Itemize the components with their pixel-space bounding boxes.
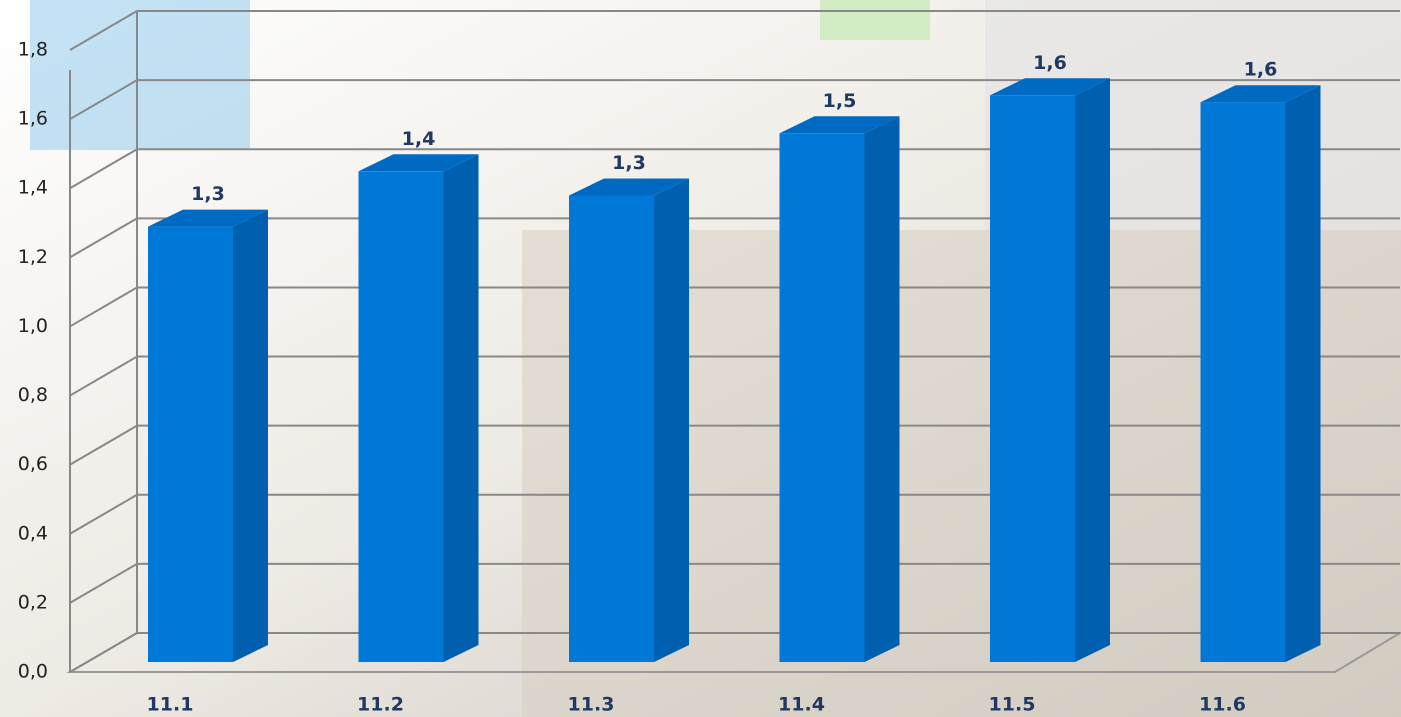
bar — [358, 171, 444, 663]
value-label: 1,3 — [612, 152, 646, 174]
x-tick-label: 11.3 — [568, 694, 615, 716]
value-label: 1,5 — [823, 90, 857, 112]
bar-side — [443, 154, 479, 663]
bar-side — [654, 178, 689, 662]
bar — [569, 195, 654, 662]
bar-side — [864, 116, 900, 663]
bar — [148, 226, 233, 662]
bar-top — [779, 116, 900, 134]
grid-line — [69, 10, 138, 51]
bar — [1200, 102, 1286, 662]
value-label: 1,3 — [191, 183, 225, 205]
bar-side — [1285, 85, 1321, 662]
grid-line — [69, 217, 138, 259]
x-tick-label: 11.2 — [357, 694, 404, 716]
bar — [990, 95, 1075, 663]
bar-top — [990, 78, 1110, 96]
y-tick-label: 1,4 — [18, 177, 48, 199]
x-tick-label: 11.6 — [1199, 694, 1246, 716]
y-tick-label: 0,0 — [18, 661, 48, 683]
value-label: 1,6 — [1244, 59, 1278, 81]
grid-line — [69, 632, 138, 673]
y-tick-label: 0,2 — [18, 591, 48, 613]
grid-line — [69, 355, 138, 397]
grid-line — [69, 424, 138, 466]
y-tick-label: 1,2 — [18, 246, 48, 268]
bar-top — [569, 178, 689, 196]
grid-line — [69, 563, 138, 604]
y-tick-label: 1,8 — [18, 39, 48, 61]
bar-top — [1200, 85, 1321, 103]
x-tick-label: 11.4 — [778, 694, 825, 716]
x-tick-label: 11.5 — [989, 694, 1036, 716]
value-label: 1,6 — [1033, 52, 1067, 74]
bar-side — [1075, 78, 1110, 663]
y-tick-label: 0,4 — [18, 522, 48, 544]
y-tick-label: 1,0 — [18, 315, 48, 337]
grid-line — [69, 148, 138, 190]
bar-side — [233, 209, 268, 662]
value-label: 1,4 — [402, 128, 436, 150]
x-tick-label: 11.1 — [147, 694, 194, 716]
bar-top — [358, 154, 479, 172]
background-logo — [30, 0, 250, 150]
bar-top — [148, 209, 268, 227]
grid-line — [69, 493, 138, 535]
background-logo — [820, 0, 930, 40]
y-tick-label: 1,6 — [18, 108, 48, 130]
bar — [779, 133, 865, 663]
y-tick-label: 0,6 — [18, 453, 48, 475]
grid-line — [69, 79, 138, 120]
y-tick-label: 0,8 — [18, 384, 48, 406]
grid-line — [69, 286, 138, 328]
